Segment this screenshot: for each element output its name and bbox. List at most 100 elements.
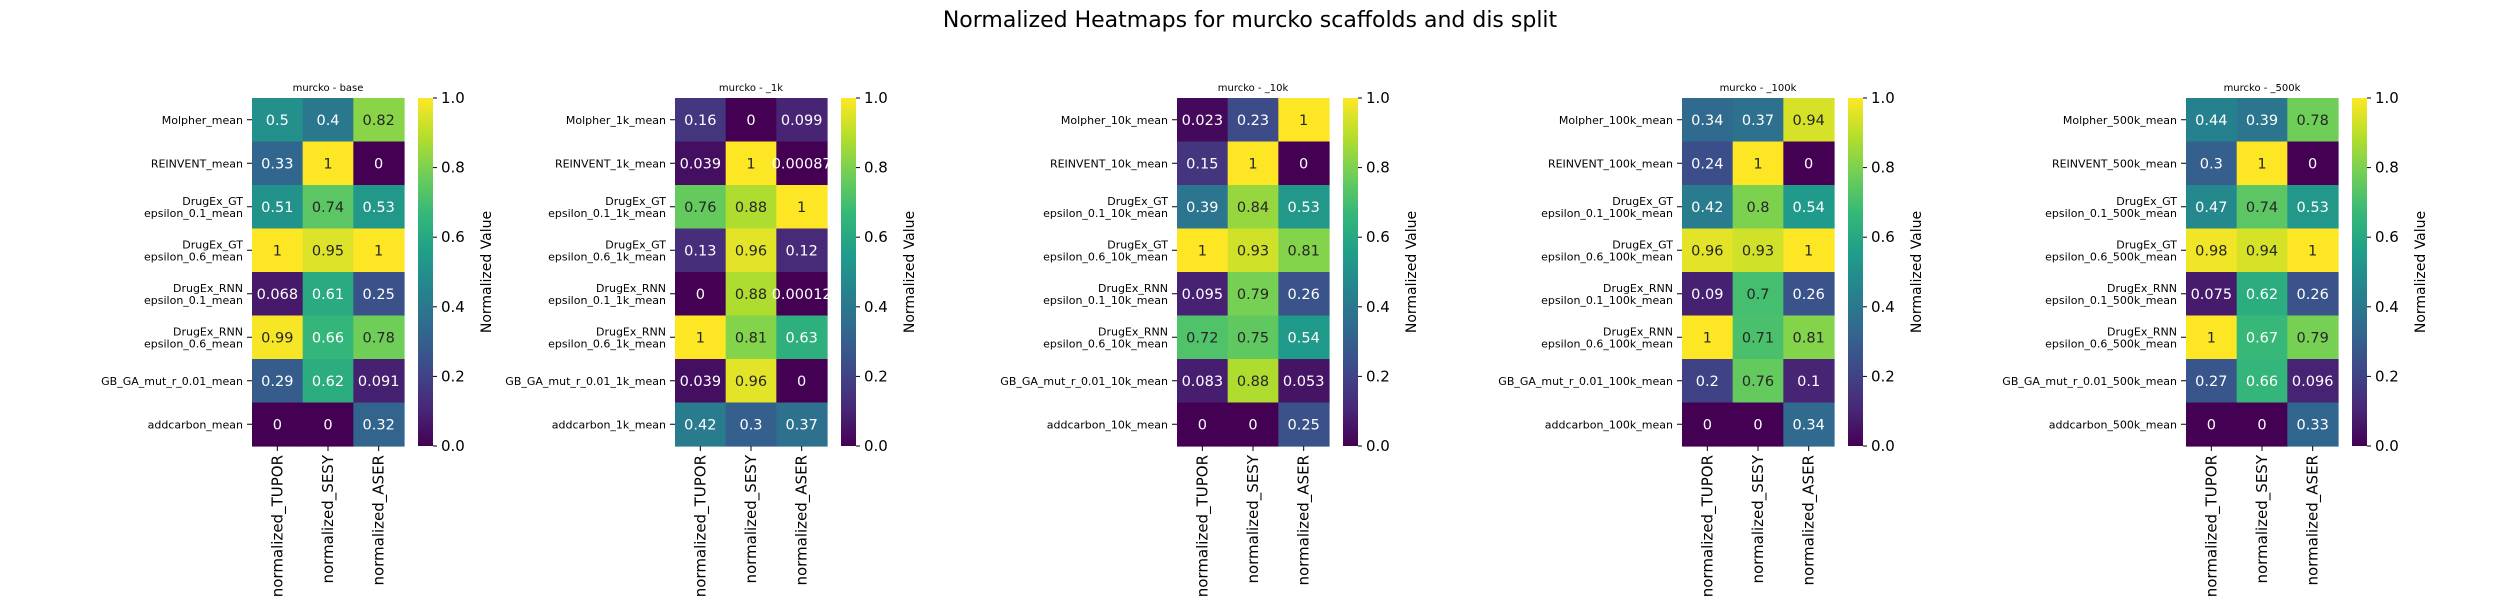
cell-value-label: 1 [1299, 113, 1308, 129]
heatmap-cell [1227, 272, 1279, 317]
y-tick-label: DrugEx_RNN epsilon_0.6_1k_mean [548, 325, 666, 350]
heatmap-cell [725, 98, 777, 143]
cell-value-label: 0 [1248, 417, 1257, 433]
heatmap-cell [675, 402, 727, 447]
heatmap-cell [725, 359, 777, 404]
colorbar-tick-label: 0.2 [2375, 367, 2399, 385]
heatmap-cell [1682, 98, 1734, 143]
cell-value-label: 0.66 [2246, 374, 2278, 390]
heatmap-cell [2287, 315, 2339, 360]
colorbar-label: Normalized Value [2413, 211, 2429, 333]
cell-value-label: 0.78 [363, 330, 395, 346]
heatmap-cell [776, 185, 828, 230]
cell-value-label: 0.32 [363, 417, 395, 433]
heatmap-cell [1783, 185, 1835, 230]
x-tick-label: normalized_TUPOR [2202, 455, 2221, 597]
cell-value-label: 0.76 [1742, 374, 1774, 390]
heatmap-cell [2287, 228, 2339, 273]
cell-value-label: 0.34 [1793, 417, 1825, 433]
heatmap-cell [2236, 185, 2288, 230]
cell-value-label: 0.26 [1288, 287, 1320, 303]
cell-value-label: 0.74 [2246, 200, 2278, 216]
cell-value-label: 0.71 [1742, 330, 1774, 346]
y-tick-label: GB_GA_mut_r_0.01_500k_mean [2002, 375, 2177, 388]
cell-value-label: 0 [2257, 417, 2266, 433]
heatmap-cell [675, 272, 727, 317]
cell-value-label: 0 [1703, 417, 1712, 433]
heatmap-cell [1177, 98, 1229, 143]
y-tick-label: DrugEx_GT epsilon_0.1_500k_mean [2045, 195, 2177, 220]
y-tick-label: DrugEx_RNN epsilon_0.1_500k_mean [2045, 282, 2177, 307]
heatmap-cell [1732, 402, 1784, 447]
colorbar-tick-label: 0.0 [1871, 437, 1895, 455]
y-tick-label: DrugEx_GT epsilon_0.1_10k_mean [1043, 195, 1168, 220]
cell-value-label: 0.25 [1288, 417, 1320, 433]
x-tick-label: normalized_ASER [370, 455, 389, 586]
y-tick-label: GB_GA_mut_r_0.01_10k_mean [1000, 375, 1168, 388]
cell-value-label: 0.26 [2297, 287, 2329, 303]
colorbar-tick-label: 0.8 [441, 159, 465, 177]
cell-value-label: 0 [374, 156, 383, 172]
heatmap-cell [2186, 272, 2238, 317]
heatmap-cell [1682, 141, 1734, 186]
cell-value-label: 0.67 [2246, 330, 2278, 346]
colorbar-tick-label: 0.4 [1366, 298, 1390, 316]
y-tick-label: DrugEx_RNN epsilon_0.1_1k_mean [548, 282, 666, 307]
heatmap-cell [302, 272, 354, 317]
cell-value-label: 0 [1753, 417, 1762, 433]
heatmap-cell [675, 315, 727, 360]
y-tick-label: DrugEx_GT epsilon_0.6_1k_mean [548, 238, 666, 263]
colorbar-tick-label: 0.6 [1366, 228, 1390, 246]
y-tick-label: GB_GA_mut_r_0.01_mean [101, 375, 243, 388]
heatmap-cell [1783, 315, 1835, 360]
cell-value-label: 0.84 [1237, 200, 1269, 216]
heatmap-cell [725, 228, 777, 273]
cell-value-label: 1 [797, 200, 806, 216]
cell-value-label: 0.3 [2200, 156, 2223, 172]
heatmap-panel: murcko - _100k 0.34 0.37 0.94 0.24 1 0 0.42 0.8 0… [1498, 83, 1925, 597]
cell-value-label: 0.37 [1742, 113, 1774, 129]
x-tick-label: normalized_TUPOR [268, 455, 287, 597]
cell-value-label: 0.53 [1288, 200, 1320, 216]
cell-value-label: 0.13 [684, 243, 716, 259]
heatmap-cell [2287, 359, 2339, 404]
y-tick-label: addcarbon_1k_mean [552, 418, 666, 431]
cell-value-label: 0.54 [1288, 330, 1320, 346]
heatmap-cell [353, 185, 405, 230]
heatmap-cell [2186, 402, 2238, 447]
cell-value-label: 1 [374, 243, 383, 259]
colorbar-tick-label: 0.8 [2375, 159, 2399, 177]
heatmap-cell [1177, 402, 1229, 447]
cell-value-label: 0.039 [680, 156, 722, 172]
colorbar [2352, 98, 2368, 446]
heatmap-cell [2236, 98, 2288, 143]
y-tick-label: Molpher_1k_mean [566, 114, 666, 127]
cell-value-label: 0.88 [1237, 374, 1269, 390]
cell-value-label: 0.39 [1186, 200, 1218, 216]
colorbar-tick-label: 0.4 [441, 298, 465, 316]
cell-value-label: 0.98 [2195, 243, 2227, 259]
cell-value-label: 0.25 [363, 287, 395, 303]
heatmap-cell [302, 228, 354, 273]
cell-value-label: 0 [1299, 156, 1308, 172]
heatmap-cell [353, 402, 405, 447]
cell-value-label: 1 [273, 243, 282, 259]
heatmap-cell [776, 141, 828, 186]
heatmap-cell [725, 272, 777, 317]
heatmap-cell [1278, 98, 1330, 143]
cell-value-label: 0.79 [1237, 287, 1269, 303]
colorbar-tick-label: 0.2 [864, 367, 888, 385]
heatmap-cell [675, 141, 727, 186]
cell-value-label: 0.81 [1793, 330, 1825, 346]
x-tick-label: normalized_SESY [1244, 454, 1263, 583]
heatmap-cell [776, 359, 828, 404]
heatmap-cell [353, 228, 405, 273]
heatmap-cell [2236, 141, 2288, 186]
colorbar-tick-label: 0.4 [864, 298, 888, 316]
x-tick-label: normalized_TUPOR [1193, 455, 1212, 597]
cell-value-label: 0.091 [358, 374, 400, 390]
y-tick-label: GB_GA_mut_r_0.01_100k_mean [1498, 375, 1673, 388]
heatmap-cell [1177, 315, 1229, 360]
x-tick-label: normalized_SESY [742, 454, 761, 583]
